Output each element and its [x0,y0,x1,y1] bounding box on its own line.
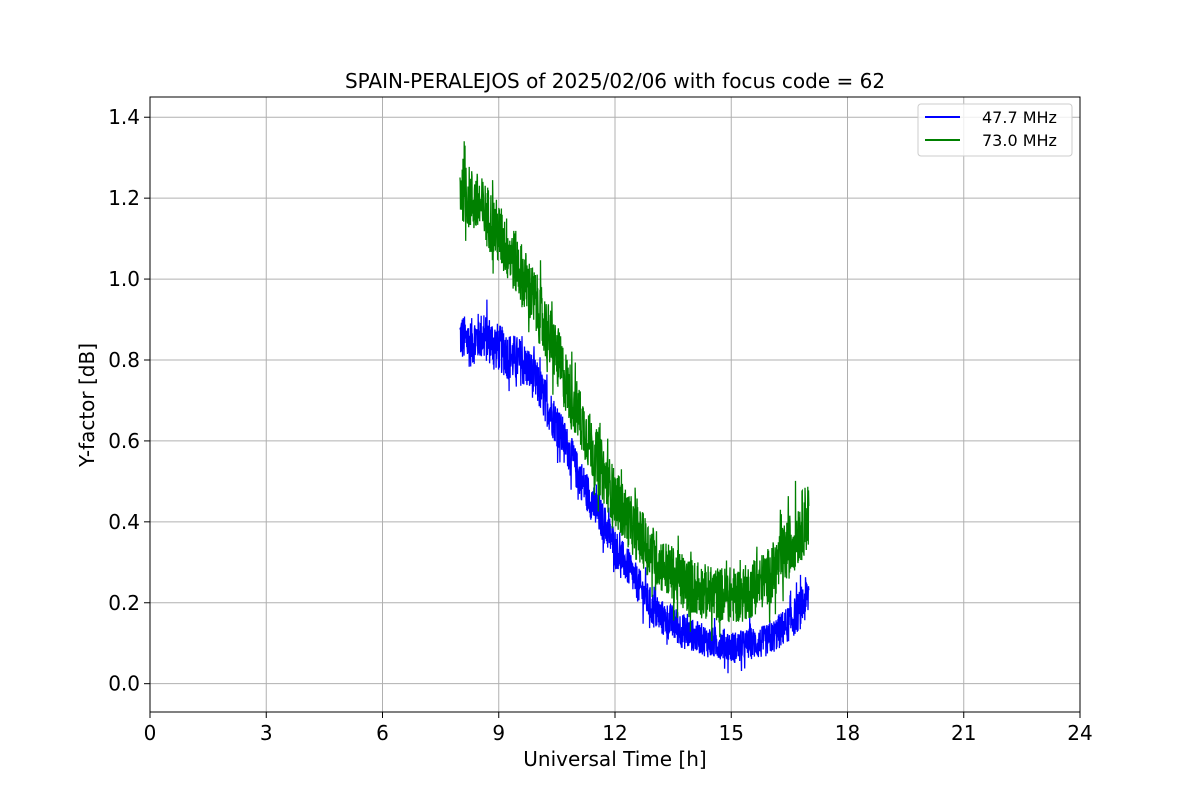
series-line [459,141,810,642]
y-axis: 0.0 0.2 0.4 0.6 0.8 1.0 1.2 1.4 [108,105,150,696]
x-axis: 0 3 6 9 12 15 18 21 24 [144,712,1093,745]
series-layer [459,141,810,674]
x-tick-label: 9 [492,721,505,745]
x-tick-label: 21 [951,721,976,745]
x-tick-label: 12 [602,721,627,745]
x-tick-label: 15 [719,721,744,745]
y-tick-label: 0.2 [108,591,140,615]
y-tick-label: 0.8 [108,348,140,372]
y-tick-label: 0.0 [108,672,140,696]
legend-label: 47.7 MHz [982,108,1057,127]
x-tick-label: 3 [260,721,273,745]
y-tick-label: 1.2 [108,186,140,210]
x-axis-label: Universal Time [h] [523,747,706,771]
x-tick-label: 24 [1067,721,1092,745]
legend-label: 73.0 MHz [982,131,1057,150]
x-tick-label: 0 [144,721,157,745]
y-tick-label: 0.6 [108,429,140,453]
x-tick-label: 6 [376,721,389,745]
legend: 47.7 MHz 73.0 MHz [917,103,1073,157]
y-axis-label: Y-factor [dB] [75,343,99,468]
series-line [459,299,810,674]
y-tick-label: 1.0 [108,267,140,291]
chart-title: SPAIN-PERALEJOS of 2025/02/06 with focus… [345,69,885,93]
x-tick-label: 18 [835,721,860,745]
y-tick-label: 0.4 [108,510,140,534]
y-tick-label: 1.4 [108,105,140,129]
